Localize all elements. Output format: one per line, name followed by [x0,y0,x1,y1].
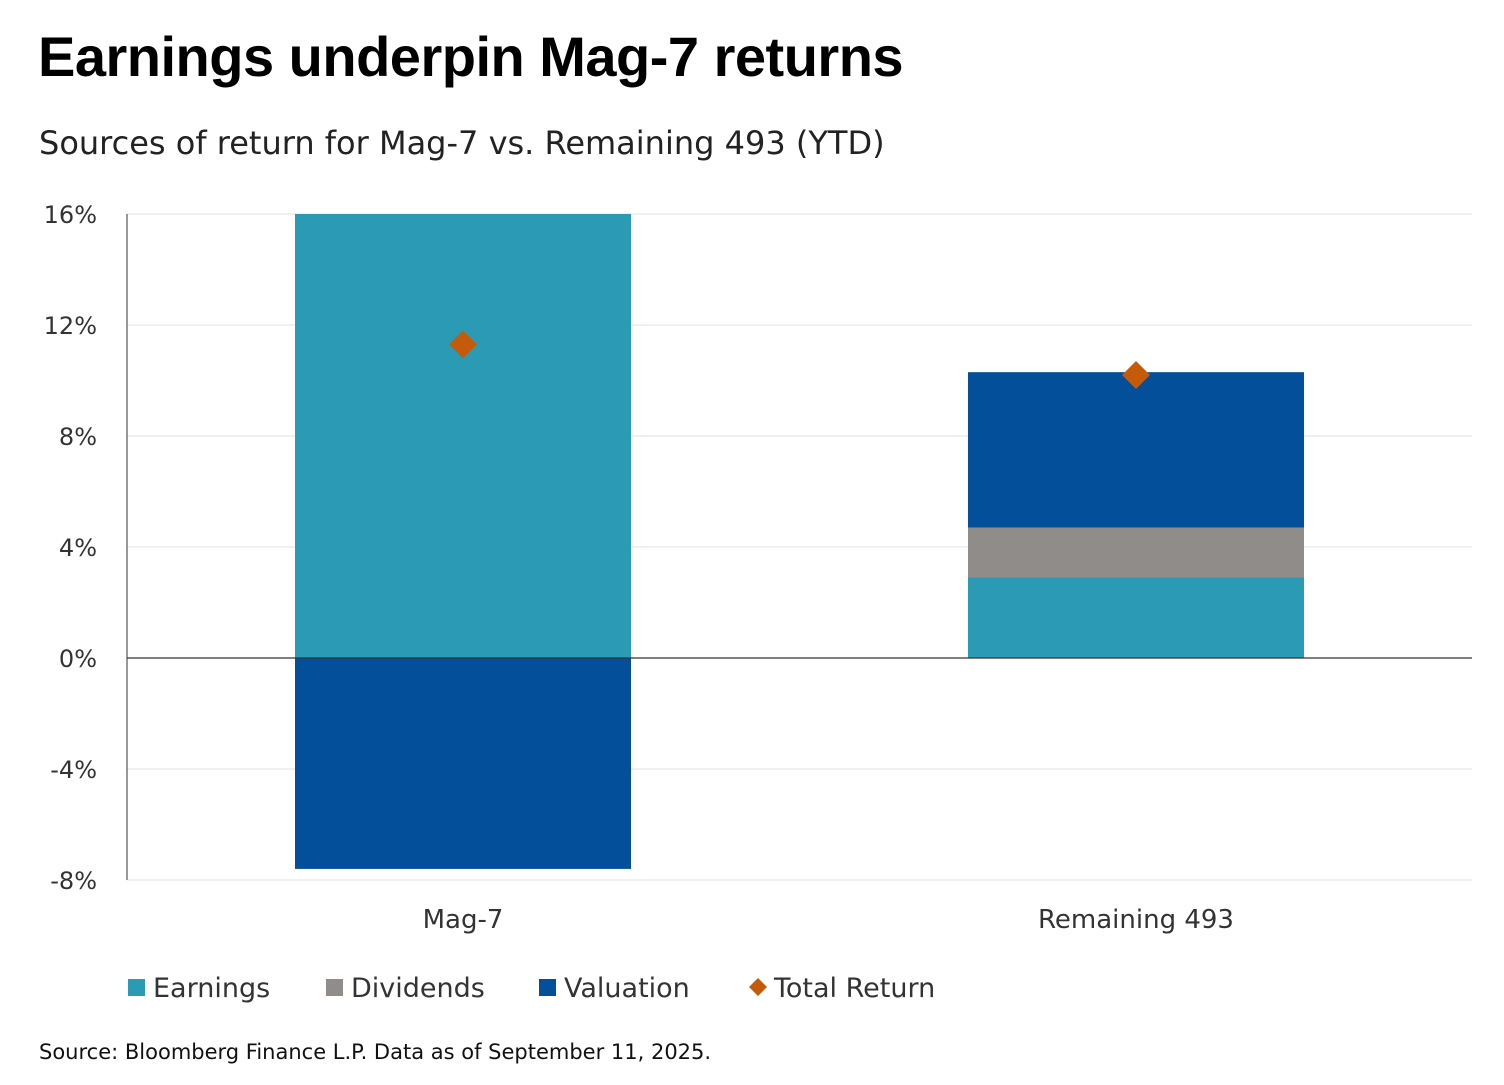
bar-segment-valuation [295,658,631,869]
y-tick-label: 4% [59,534,97,562]
chart-title: Earnings underpin Mag-7 returns [38,25,904,88]
y-tick-label: 16% [44,201,97,229]
total-return-marker [449,330,477,359]
bar-segment-valuation [968,372,1304,528]
y-tick-label: -8% [50,867,97,895]
stacked-bar-chart: -8% -4% 0% 4% 8% 12% 16% Mag-7 Remaining 493 Ea… [44,201,1472,1004]
legend-label: Total Return [773,973,935,1004]
y-tick-label: 8% [59,423,97,451]
total-return-marker [1122,360,1150,389]
legend-swatch-earnings [128,979,145,996]
y-tick-label: 12% [44,312,97,340]
legend-label: Earnings [153,973,270,1004]
x-tick-label: Mag-7 [423,905,504,935]
y-tick-label: -4% [50,756,97,784]
bars [295,214,1304,869]
bar-segment-earnings [295,214,631,658]
bar-segment-earnings [968,577,1304,658]
total-return-markers [449,330,1150,389]
chart-subtitle: Sources of return for Mag-7 vs. Remainin… [39,124,885,162]
bar-segment-dividends [968,527,1304,578]
x-axis-ticks: Mag-7 Remaining 493 [423,905,1234,935]
legend-label: Valuation [564,973,690,1004]
legend-swatch-valuation [539,979,556,996]
x-tick-label: Remaining 493 [1038,905,1234,935]
axes [126,214,1472,880]
legend-swatch-total-return-icon [749,978,767,996]
legend: Earnings Dividends Valuation Total Return [128,973,935,1004]
y-axis-ticks: -8% -4% 0% 4% 8% 12% 16% [44,201,97,895]
legend-swatch-dividends [326,979,343,996]
source-note: Source: Bloomberg Finance L.P. Data as o… [39,1040,712,1064]
y-tick-label: 0% [59,645,97,673]
legend-label: Dividends [351,973,485,1004]
